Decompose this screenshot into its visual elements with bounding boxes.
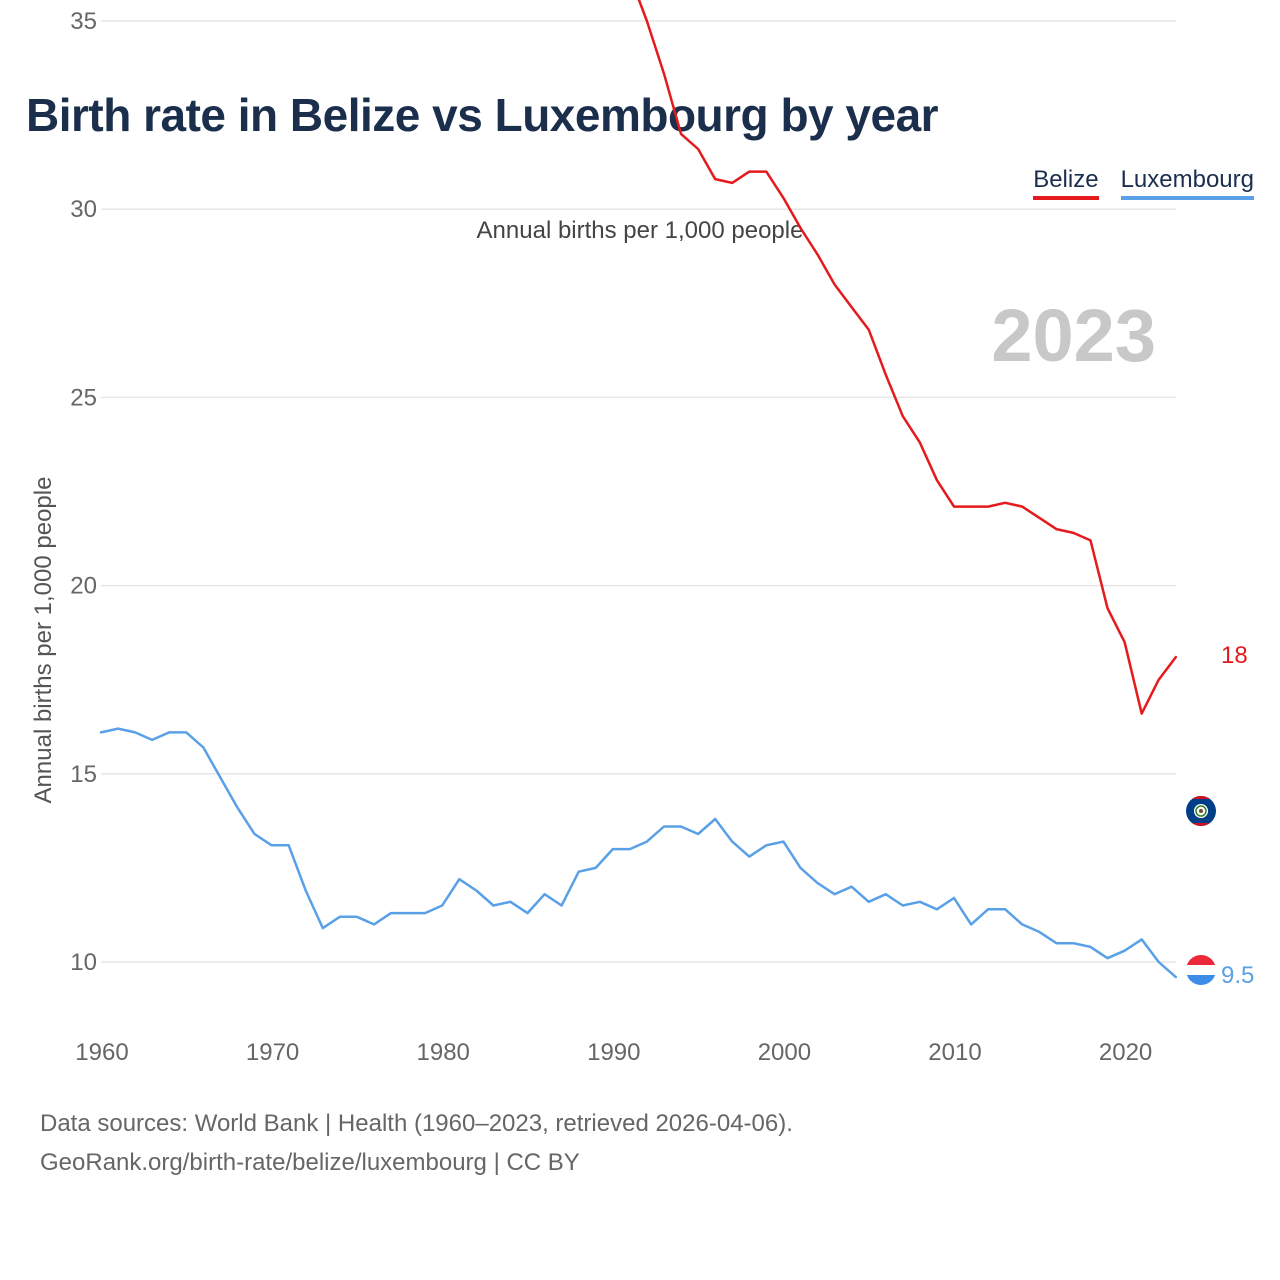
series-line-luxembourg bbox=[99, 727, 1178, 979]
x-tick-label: 1970 bbox=[246, 1039, 299, 1066]
y-axis-ticks: 1015202530354045 bbox=[70, 8, 97, 976]
y-tick-label: 25 bbox=[70, 384, 97, 411]
chart-subtitle: Annual births per 1,000 people bbox=[476, 217, 804, 244]
end-labels: 189.5 bbox=[1221, 642, 1254, 989]
y-tick-label: 30 bbox=[70, 196, 97, 223]
year-overlay: 2023 bbox=[991, 294, 1156, 377]
legend-item-belize[interactable]: Belize bbox=[1033, 166, 1099, 200]
series-line-belize bbox=[637, 0, 1178, 715]
luxembourg-flag-icon bbox=[1186, 955, 1216, 985]
x-tick-label: 2000 bbox=[758, 1039, 811, 1066]
x-tick-label: 1960 bbox=[75, 1039, 128, 1066]
y-tick-label: 15 bbox=[70, 761, 97, 788]
x-axis-ticks: 1960 1970 1980 1990 2000 2010 2020 bbox=[75, 1039, 1152, 1066]
series-lines bbox=[99, 0, 1178, 979]
line-chart: 1015202530354045 19601970198019902000201… bbox=[30, 0, 1254, 1066]
page-title: Birth rate in Belize vs Luxembourg by ye… bbox=[26, 89, 939, 141]
footer: Data sources: World Bank | Health (1960–… bbox=[40, 1104, 793, 1182]
end-label-belize: 18 bbox=[1221, 642, 1248, 669]
x-tick-label: 2020 bbox=[1099, 1039, 1152, 1066]
y-tick-label: 20 bbox=[70, 573, 97, 600]
grid-lines bbox=[101, 20, 1176, 963]
x-tick-label: 1990 bbox=[587, 1039, 640, 1066]
belize-flag-icon bbox=[1186, 796, 1216, 826]
footer-sources: Data sources: World Bank | Health (1960–… bbox=[40, 1110, 793, 1137]
x-tick-label: 2010 bbox=[928, 1039, 981, 1066]
footer-link[interactable]: GeoRank.org/birth-rate/belize/luxembourg… bbox=[40, 1149, 580, 1176]
y-axis-label: Annual births per 1,000 people bbox=[30, 477, 57, 804]
end-label-luxembourg: 9.5 bbox=[1221, 962, 1254, 989]
y-tick-label: 10 bbox=[70, 949, 97, 976]
x-tick-label: 1980 bbox=[417, 1039, 470, 1066]
legend: Belize Luxembourg bbox=[1033, 166, 1254, 200]
legend-item-luxembourg[interactable]: Luxembourg bbox=[1120, 166, 1254, 200]
y-tick-label: 35 bbox=[70, 8, 97, 35]
